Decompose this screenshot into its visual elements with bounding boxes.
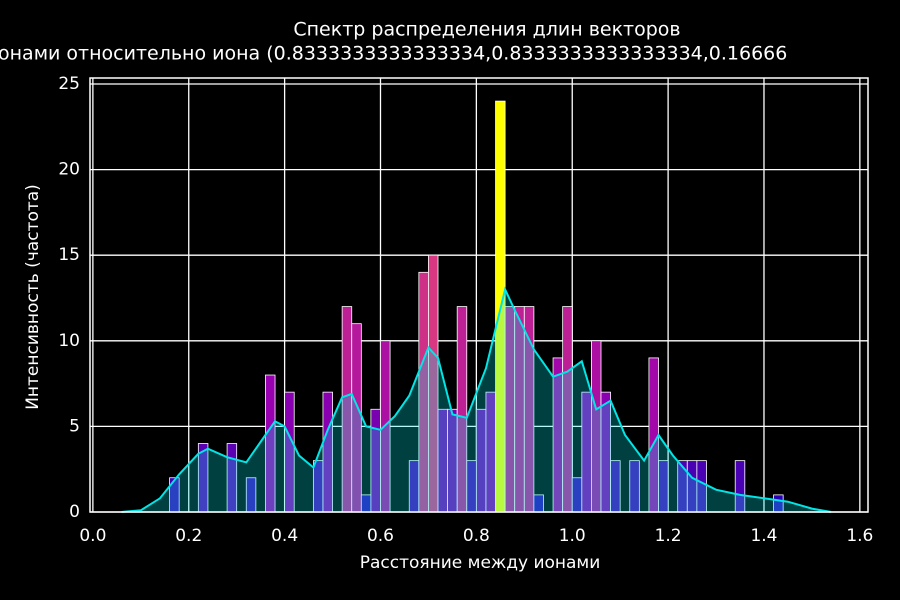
y-tick-label: 5: [69, 416, 80, 436]
y-tick-label: 0: [69, 502, 80, 522]
y-tick-label: 15: [58, 245, 80, 265]
chart-title: Спектр распределения длин векторов: [293, 19, 680, 41]
x-tick-label: 1.0: [559, 526, 586, 546]
x-tick-label: 0.2: [175, 526, 202, 546]
y-tick-label: 10: [58, 331, 80, 351]
y-tick-label: 20: [58, 160, 80, 180]
y-tick-label: 25: [58, 74, 80, 94]
x-tick-label: 0.0: [79, 526, 106, 546]
plot-frame: [89, 77, 869, 513]
x-tick-label: 0.4: [271, 526, 298, 546]
x-tick-label: 0.8: [463, 526, 490, 546]
kde-line: [121, 286, 832, 513]
x-tick-label: 1.2: [655, 526, 682, 546]
y-axis-label: Интенсивность (частота): [23, 184, 43, 410]
x-tick-label: 1.6: [846, 526, 873, 546]
chart-subtitle: онами относительно иона (0.8333333333333…: [0, 43, 787, 65]
x-axis-label: Расстояние между ионами: [360, 553, 601, 573]
x-tick-label: 1.4: [750, 526, 777, 546]
x-tick-label: 0.6: [367, 526, 394, 546]
